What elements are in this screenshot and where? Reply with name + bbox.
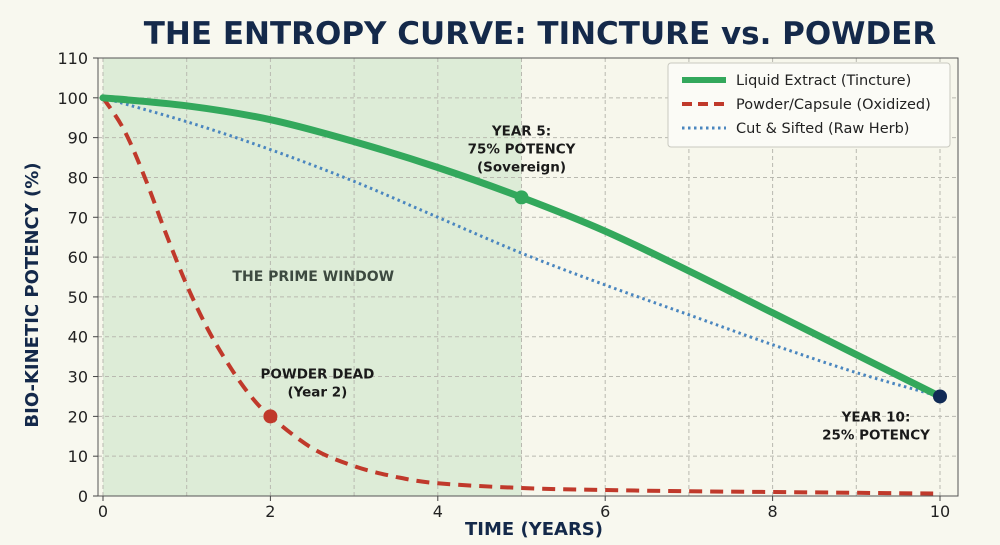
x-tick-label: 4 bbox=[433, 502, 443, 521]
legend: Liquid Extract (Tincture) Powder/Capsule … bbox=[667, 62, 951, 148]
x-tick-label: 0 bbox=[98, 502, 108, 521]
y-axis-label: BIO-KINETIC POTENCY (%) bbox=[22, 162, 43, 427]
y-tick-label: 110 bbox=[57, 49, 88, 68]
legend-box bbox=[667, 62, 951, 148]
annotation-line: YEAR 5: bbox=[491, 123, 551, 139]
y-tick-label: 100 bbox=[57, 89, 88, 108]
x-tick-label: 8 bbox=[768, 502, 778, 521]
annotation: POWDER DEAD (Year 2) bbox=[260, 366, 374, 400]
annotation-line: 25% POTENCY bbox=[822, 427, 930, 443]
y-tick-label: 30 bbox=[68, 368, 88, 387]
annotation: YEAR 5: 75% POTENCY (Sovereign) bbox=[468, 123, 576, 175]
annotation: YEAR 10: 25% POTENCY bbox=[822, 409, 930, 443]
y-tick-label: 40 bbox=[68, 328, 88, 347]
annotation-line: 75% POTENCY bbox=[468, 141, 576, 157]
y-tick-label: 80 bbox=[68, 168, 88, 187]
y-tick-label: 60 bbox=[68, 248, 88, 267]
y-tick-label: 20 bbox=[68, 407, 88, 426]
legend-entry: Powder/Capsule (Oxidized) bbox=[736, 97, 931, 113]
shaded-region-label: THE PRIME WINDOW bbox=[232, 269, 394, 285]
annotation-line: (Sovereign) bbox=[477, 159, 566, 175]
data-point-marker bbox=[933, 389, 947, 404]
plot-frame bbox=[97, 57, 959, 497]
data-point-marker bbox=[263, 409, 278, 424]
series-line-dashed bbox=[101, 96, 941, 496]
y-tick-label: 70 bbox=[68, 208, 88, 227]
annotation-line: POWDER DEAD bbox=[260, 366, 374, 382]
y-tick-label: 50 bbox=[68, 288, 88, 307]
legend-entry: Cut & Sifted (Raw Herb) bbox=[736, 121, 909, 137]
x-axis-label: TIME (YEARS) bbox=[465, 519, 603, 540]
annotation-line: YEAR 10: bbox=[841, 409, 911, 425]
y-tick-label: 10 bbox=[68, 447, 88, 466]
y-tick-label: 90 bbox=[68, 129, 88, 148]
data-point-marker bbox=[514, 190, 529, 205]
chart-title: THE ENTROPY CURVE: TINCTURE vs. POWDER bbox=[144, 16, 937, 52]
y-tick-label: 0 bbox=[78, 487, 88, 506]
legend-entry: Liquid Extract (Tincture) bbox=[736, 73, 911, 89]
x-tick-label: 10 bbox=[930, 502, 950, 521]
x-tick-label: 2 bbox=[265, 502, 275, 521]
x-tick-label: 6 bbox=[600, 502, 610, 521]
annotation-line: (Year 2) bbox=[287, 384, 347, 400]
